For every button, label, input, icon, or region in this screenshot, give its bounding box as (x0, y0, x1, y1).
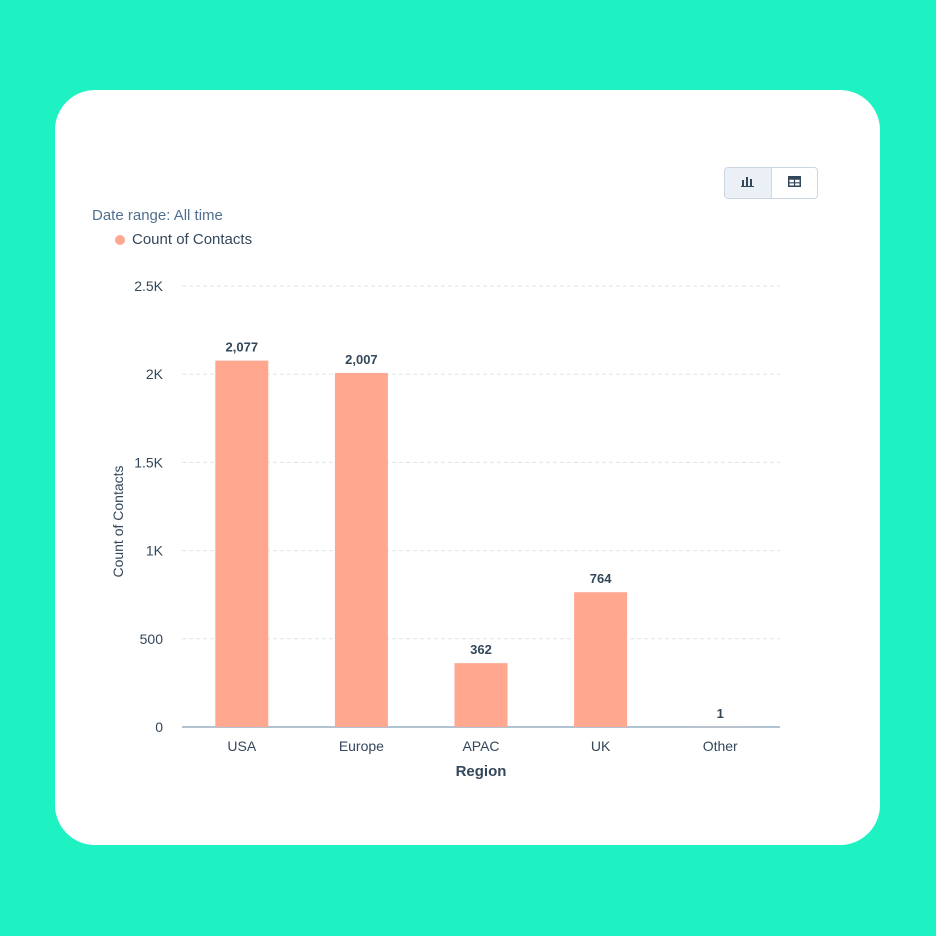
x-tick-label: Europe (339, 738, 384, 754)
table-icon (787, 174, 801, 192)
y-tick-label: 2K (146, 366, 164, 382)
legend-swatch (115, 234, 125, 245)
date-range-label: Date range: All time (92, 207, 223, 224)
x-tick-label: Other (703, 738, 738, 754)
y-tick-label: 1.5K (134, 454, 163, 470)
x-tick-label: UK (591, 738, 611, 754)
bar-chart-icon (740, 174, 755, 192)
labels-layer: 0 500 1K 1.5K 2K 2.5K 2,077 USA 2,007 Europe 362 AP… (134, 278, 738, 754)
table-view-button[interactable] (770, 168, 817, 198)
x-tick-label: APAC (462, 738, 499, 754)
x-tick-label: USA (227, 738, 256, 754)
data-label: 1 (717, 706, 724, 721)
data-label: 764 (590, 571, 612, 586)
data-label: 362 (470, 642, 492, 657)
legend-label: Count of Contacts (132, 231, 253, 248)
view-toggle (724, 167, 818, 199)
bar-usa[interactable] (215, 360, 269, 727)
data-label: 2,007 (345, 352, 378, 367)
chart-view-button[interactable] (725, 168, 771, 198)
y-axis-title: Count of Contacts (110, 465, 126, 577)
y-tick-label: 1K (146, 543, 164, 559)
bar-europe[interactable] (334, 372, 388, 727)
report-card: Date range: All time Count of Contacts 0… (55, 90, 880, 845)
bar-chart: 0 500 1K 1.5K 2K 2.5K 2,077 USA 2,007 Europe 362 AP… (110, 278, 780, 780)
grid-layer (182, 285, 780, 728)
y-tick-label: 0 (155, 719, 163, 735)
chart-legend: Count of Contacts (115, 231, 252, 248)
y-tick-label: 500 (140, 631, 164, 647)
bar-apac[interactable] (454, 663, 508, 727)
y-tick-label: 2.5K (134, 278, 163, 294)
x-axis-title: Region (456, 763, 507, 780)
data-label: 2,077 (226, 340, 259, 355)
bars-layer (215, 360, 747, 727)
bar-uk[interactable] (574, 592, 628, 727)
